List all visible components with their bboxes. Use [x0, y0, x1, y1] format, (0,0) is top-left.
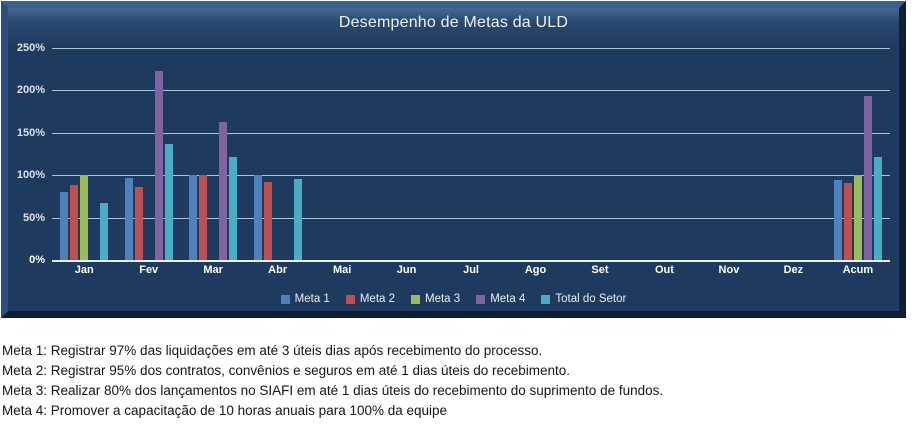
- y-axis-tick-label: 250%: [16, 42, 45, 54]
- bar-meta-1-jan: [60, 192, 69, 260]
- x-axis-labels: Jan Fev Mar Abr Mai Jun Jul Ago Set Out Nov Dez Acum: [52, 264, 890, 276]
- x-axis-label-abr: Abr: [268, 264, 288, 276]
- bar-meta-4-acum: [863, 96, 872, 260]
- bar-meta-4-fev: [154, 70, 163, 260]
- bar-meta-2-fev: [134, 187, 143, 260]
- bar-meta-1-abr: [253, 175, 262, 260]
- bar-group-jun: [374, 48, 438, 260]
- bar-total-do-setor-acum: [873, 157, 882, 260]
- bar-meta-3-acum: [853, 175, 862, 260]
- bar-meta-1-acum: [833, 180, 842, 260]
- legend-label-total-do-setor: Total do Setor: [555, 293, 627, 305]
- y-axis-tick-label: 100%: [16, 169, 45, 182]
- x-axis-label-mai: Mai: [332, 264, 352, 276]
- bar-group-mar: [181, 48, 245, 260]
- footnote-meta-3: Meta 3: Realizar 80% dos lançamentos no …: [2, 383, 664, 398]
- x-axis-label-mar: Mar: [203, 264, 223, 276]
- bar-meta-2-jan: [70, 185, 79, 260]
- footnote-meta-2: Meta 2: Registrar 95% dos contratos, con…: [2, 363, 571, 378]
- y-axis-tick-label: 150%: [16, 126, 45, 139]
- plot-area: 0% 50% 100% 150% 200% 250%: [17, 42, 890, 266]
- legend-label-meta-2: Meta 2: [359, 293, 396, 305]
- legend-swatch-meta-4: [476, 294, 486, 304]
- legend: Meta 1 Meta 2 Meta 3 Meta 4 Total do Setor: [8, 293, 899, 305]
- bar-meta-3-jan: [80, 175, 89, 260]
- chart-title: Desempenho de Metas da ULD: [338, 14, 569, 31]
- x-axis-label-acum: Acum: [842, 264, 874, 276]
- x-axis-label-out: Out: [654, 264, 674, 276]
- footnote-meta-4: Meta 4: Promover a capacitação de 10 hor…: [2, 403, 448, 418]
- legend-swatch-meta-2: [345, 294, 355, 304]
- gridline-250: 250%: [17, 42, 890, 54]
- y-axis-tick-label: 50%: [22, 211, 45, 224]
- legend-label-meta-4: Meta 4: [490, 293, 526, 305]
- legend-swatch-meta-3: [411, 294, 421, 304]
- legend-item-total-do-setor: Total do Setor: [541, 293, 626, 305]
- bar-meta-2-mar: [199, 175, 208, 260]
- x-axis-label-jun: Jun: [396, 264, 417, 276]
- gridline-100: 100%: [17, 169, 890, 181]
- bar-meta-4-mar: [219, 121, 228, 260]
- x-axis-label-dez: Dez: [783, 264, 804, 276]
- x-axis-label-jan: Jan: [74, 264, 94, 276]
- legend-swatch-total-do-setor: [541, 294, 551, 304]
- chart-panel-inner: Desempenho de Metas da ULD 0% 50% 100% 150%…: [8, 8, 899, 311]
- bar-total-do-setor-jan: [100, 203, 109, 260]
- bar-group-set: [568, 48, 632, 260]
- gridline-200: 200%: [17, 84, 890, 96]
- legend-item-meta-3: Meta 3: [411, 293, 460, 305]
- bar-group-out: [632, 48, 696, 260]
- legend-label-meta-1: Meta 1: [294, 293, 330, 305]
- x-axis-label-nov: Nov: [718, 264, 740, 276]
- x-axis-label-set: Set: [591, 264, 609, 276]
- bar-group-abr: [245, 48, 309, 260]
- bar-total-do-setor-fev: [164, 143, 173, 260]
- bar-total-do-setor-mar: [229, 157, 238, 260]
- gridline-150: 150%: [17, 127, 890, 139]
- legend-item-meta-1: Meta 1: [280, 293, 330, 305]
- gridline-50: 50%: [23, 212, 890, 224]
- bar-group-mai: [310, 48, 374, 260]
- x-axis-line: 0%: [29, 254, 890, 266]
- legend-item-meta-4: Meta 4: [476, 293, 525, 305]
- x-axis-label-fev: Fev: [139, 264, 159, 276]
- footnotes: Meta 1: Registrar 97% das liquidações em…: [2, 341, 663, 421]
- legend-item-meta-2: Meta 2: [345, 293, 396, 305]
- bar-group-acum: [826, 48, 890, 260]
- y-axis-tick-label: 200%: [16, 84, 45, 97]
- footnote-meta-1: Meta 1: Registrar 97% das liquidações em…: [2, 343, 543, 358]
- bar-total-do-setor-abr: [293, 179, 302, 260]
- bar-group-jul: [439, 48, 503, 260]
- x-axis-label-jul: Jul: [463, 264, 479, 276]
- bar-meta-1-mar: [189, 175, 198, 260]
- legend-label-meta-3: Meta 3: [425, 293, 461, 305]
- bar-group-ago: [503, 48, 567, 260]
- y-axis-tick-label: 0%: [29, 254, 45, 266]
- bar-meta-1-fev: [124, 177, 133, 260]
- bar-group-fev: [116, 48, 180, 260]
- bar-groups: [52, 48, 890, 260]
- x-axis-label-ago: Ago: [524, 264, 547, 276]
- bar-meta-2-abr: [263, 181, 272, 260]
- bar-group-dez: [761, 48, 825, 260]
- bar-meta-2-acum: [843, 182, 852, 260]
- bar-group-jan: [52, 48, 116, 260]
- chart-panel: Desempenho de Metas da ULD 0% 50% 100% 150%…: [1, 1, 906, 318]
- bar-group-nov: [697, 48, 761, 260]
- legend-swatch-meta-1: [280, 294, 290, 304]
